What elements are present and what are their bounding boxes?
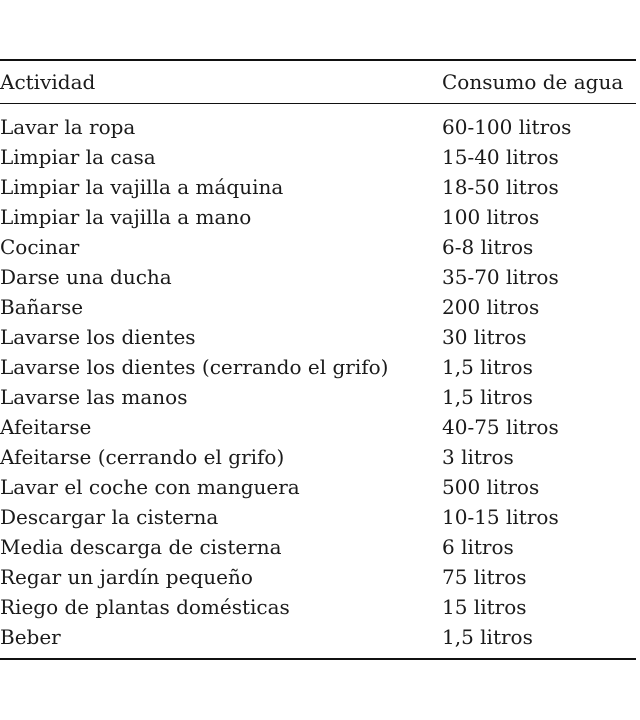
- water-consumption-cell: 15-40 litros: [442, 145, 559, 169]
- water-consumption-cell: 18-50 litros: [442, 175, 559, 199]
- table-row: Regar un jardín pequeño 75 litros: [0, 562, 636, 592]
- activity-cell: Bañarse: [0, 295, 84, 319]
- activity-cell: Afeitarse (cerrando el grifo): [0, 445, 285, 469]
- water-consumption-cell: 1,5 litros: [442, 625, 533, 649]
- table-row: Lavarse las manos 1,5 litros: [0, 382, 636, 412]
- water-consumption-cell: 6-8 litros: [442, 235, 534, 259]
- header-activity: Actividad: [0, 70, 96, 94]
- activity-cell: Lavarse los dientes (cerrando el grifo): [0, 355, 389, 379]
- activity-cell: Limpiar la vajilla a mano: [0, 205, 252, 229]
- table-row: Riego de plantas domésticas 15 litros: [0, 592, 636, 622]
- table-row: Limpiar la casa 15-40 litros: [0, 142, 636, 172]
- activity-cell: Media descarga de cisterna: [0, 535, 282, 559]
- water-consumption-cell: 3 litros: [442, 445, 514, 469]
- table-row: Lavarse los dientes 30 litros: [0, 322, 636, 352]
- table-row: Beber 1,5 litros: [0, 622, 636, 652]
- activity-cell: Riego de plantas domésticas: [0, 595, 290, 619]
- activity-cell: Beber: [0, 625, 61, 649]
- table-row: Limpiar la vajilla a máquina 18-50 litros: [0, 172, 636, 202]
- table-row: Lavar la ropa 60-100 litros: [0, 112, 636, 142]
- activity-cell: Afeitarse: [0, 415, 92, 439]
- table-body: Lavar la ropa 60-100 litros Limpiar la cas…: [0, 104, 636, 658]
- water-consumption-cell: 75 litros: [442, 565, 527, 589]
- water-consumption-table: Actividad Consumo de agua Lavar la ropa 6…: [0, 59, 636, 660]
- table-row: Descargar la cisterna 10-15 litros: [0, 502, 636, 532]
- table-row: Darse una ducha 35-70 litros: [0, 262, 636, 292]
- table-row: Afeitarse (cerrando el grifo) 3 litros: [0, 442, 636, 472]
- table-row: Cocinar 6-8 litros: [0, 232, 636, 262]
- activity-cell: Lavar el coche con manguera: [0, 475, 300, 499]
- water-consumption-cell: 500 litros: [442, 475, 540, 499]
- header-water-consumption: Consumo de agua: [442, 70, 624, 94]
- table-row: Lavar el coche con manguera 500 litros: [0, 472, 636, 502]
- water-consumption-cell: 200 litros: [442, 295, 540, 319]
- water-consumption-cell: 1,5 litros: [442, 385, 533, 409]
- water-consumption-cell: 10-15 litros: [442, 505, 559, 529]
- water-consumption-cell: 40-75 litros: [442, 415, 559, 439]
- activity-cell: Lavarse los dientes: [0, 325, 196, 349]
- water-consumption-cell: 15 litros: [442, 595, 527, 619]
- water-consumption-cell: 35-70 litros: [442, 265, 559, 289]
- activity-cell: Descargar la cisterna: [0, 505, 219, 529]
- activity-cell: Lavarse las manos: [0, 385, 188, 409]
- table-row: Lavarse los dientes (cerrando el grifo) 1…: [0, 352, 636, 382]
- table-header-rule: [0, 103, 636, 104]
- activity-cell: Regar un jardín pequeño: [0, 565, 253, 589]
- table-top-rule: [0, 59, 636, 61]
- table-row: Bañarse 200 litros: [0, 292, 636, 322]
- activity-cell: Lavar la ropa: [0, 115, 136, 139]
- water-consumption-cell: 6 litros: [442, 535, 514, 559]
- table-bottom-rule: [0, 658, 636, 660]
- water-consumption-cell: 1,5 litros: [442, 355, 533, 379]
- activity-cell: Limpiar la vajilla a máquina: [0, 175, 284, 199]
- table-header-row: Actividad Consumo de agua: [0, 61, 636, 103]
- water-consumption-cell: 30 litros: [442, 325, 527, 349]
- water-consumption-cell: 100 litros: [442, 205, 540, 229]
- activity-cell: Cocinar: [0, 235, 80, 259]
- activity-cell: Limpiar la casa: [0, 145, 156, 169]
- table-row: Limpiar la vajilla a mano 100 litros: [0, 202, 636, 232]
- table-row: Media descarga de cisterna 6 litros: [0, 532, 636, 562]
- activity-cell: Darse una ducha: [0, 265, 172, 289]
- table-row: Afeitarse 40-75 litros: [0, 412, 636, 442]
- water-consumption-cell: 60-100 litros: [442, 115, 572, 139]
